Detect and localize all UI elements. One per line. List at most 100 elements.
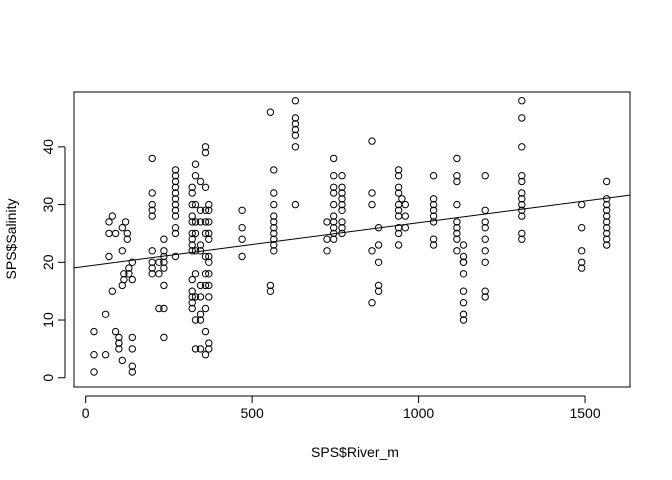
data-point [188,299,196,307]
data-point [160,304,168,313]
data-point [118,247,127,255]
data-point [205,206,213,215]
data-point [459,270,468,278]
data-point [201,270,210,278]
data-point [205,252,213,261]
data-point [201,281,210,290]
data-point [125,264,133,272]
data-point [330,212,338,220]
data-point [108,287,117,295]
data-point [603,229,611,238]
data-point [205,345,213,353]
data-point [191,160,200,168]
data-point [481,258,489,266]
data-point [270,212,278,220]
data-point [266,287,275,295]
data-point [105,218,113,226]
data-point [171,172,180,180]
data-point [201,218,210,226]
data-point [270,189,278,197]
data-point [125,270,133,278]
data-point [518,143,526,151]
data-point [266,108,275,116]
data-point [201,183,210,192]
x-tick-label: 1500 [569,405,600,421]
data-point [518,114,526,122]
data-point [188,189,196,197]
data-point [188,218,196,226]
data-point [603,200,611,209]
data-point [128,333,137,342]
data-point [374,258,383,266]
data-point [338,200,346,209]
data-point [160,247,168,255]
data-point [201,327,210,336]
data-point [191,270,200,278]
data-point [291,97,300,105]
data-point [196,206,205,215]
data-point [188,304,196,313]
data-point [401,224,409,232]
data-point [330,189,338,197]
y-tick-label: 30 [40,197,56,213]
data-point [401,212,409,220]
data-point [603,212,611,220]
data-point [603,177,611,186]
data-point [201,252,210,261]
data-point [518,235,526,243]
data-point [338,218,346,226]
data-point [453,229,461,238]
data-point [518,206,526,215]
data-point [429,212,438,220]
y-tick-label: 0 [40,374,56,382]
data-point [191,316,200,324]
data-point [338,183,346,192]
data-point [453,200,461,209]
data-point [459,258,468,266]
data-point [578,200,586,209]
data-point [481,235,489,243]
data-point [518,200,526,209]
data-point [603,241,611,249]
data-point [603,206,611,215]
data-point [205,218,213,226]
data-point [338,206,346,215]
data-point [188,229,196,238]
data-point [120,270,128,278]
data-point [394,183,403,192]
data-point [429,218,438,226]
data-point [368,137,376,145]
data-point [374,281,383,290]
data-point [578,258,586,266]
data-point [481,247,489,255]
data-point [196,281,205,290]
data-point [196,177,205,186]
data-point [171,195,180,203]
data-point [101,310,110,318]
data-point [291,200,300,209]
data-point [148,189,156,197]
data-point [111,327,120,336]
data-point [196,293,205,301]
data-point [188,235,196,243]
data-point [123,229,132,238]
data-point [205,258,213,266]
data-point [266,281,275,290]
data-point [338,172,346,180]
data-point [191,200,200,209]
data-point [105,229,113,238]
data-point [368,299,376,307]
data-point [578,224,586,232]
data-point [148,206,156,215]
data-point [374,241,383,249]
data-point [394,166,403,174]
y-axis-label: SPS$Salinity [3,199,19,280]
data-point [90,327,98,336]
data-point [115,333,123,342]
data-point [374,287,383,295]
data-point [188,275,196,284]
data-point [338,195,346,203]
data-point [429,195,438,203]
data-point [201,304,210,313]
